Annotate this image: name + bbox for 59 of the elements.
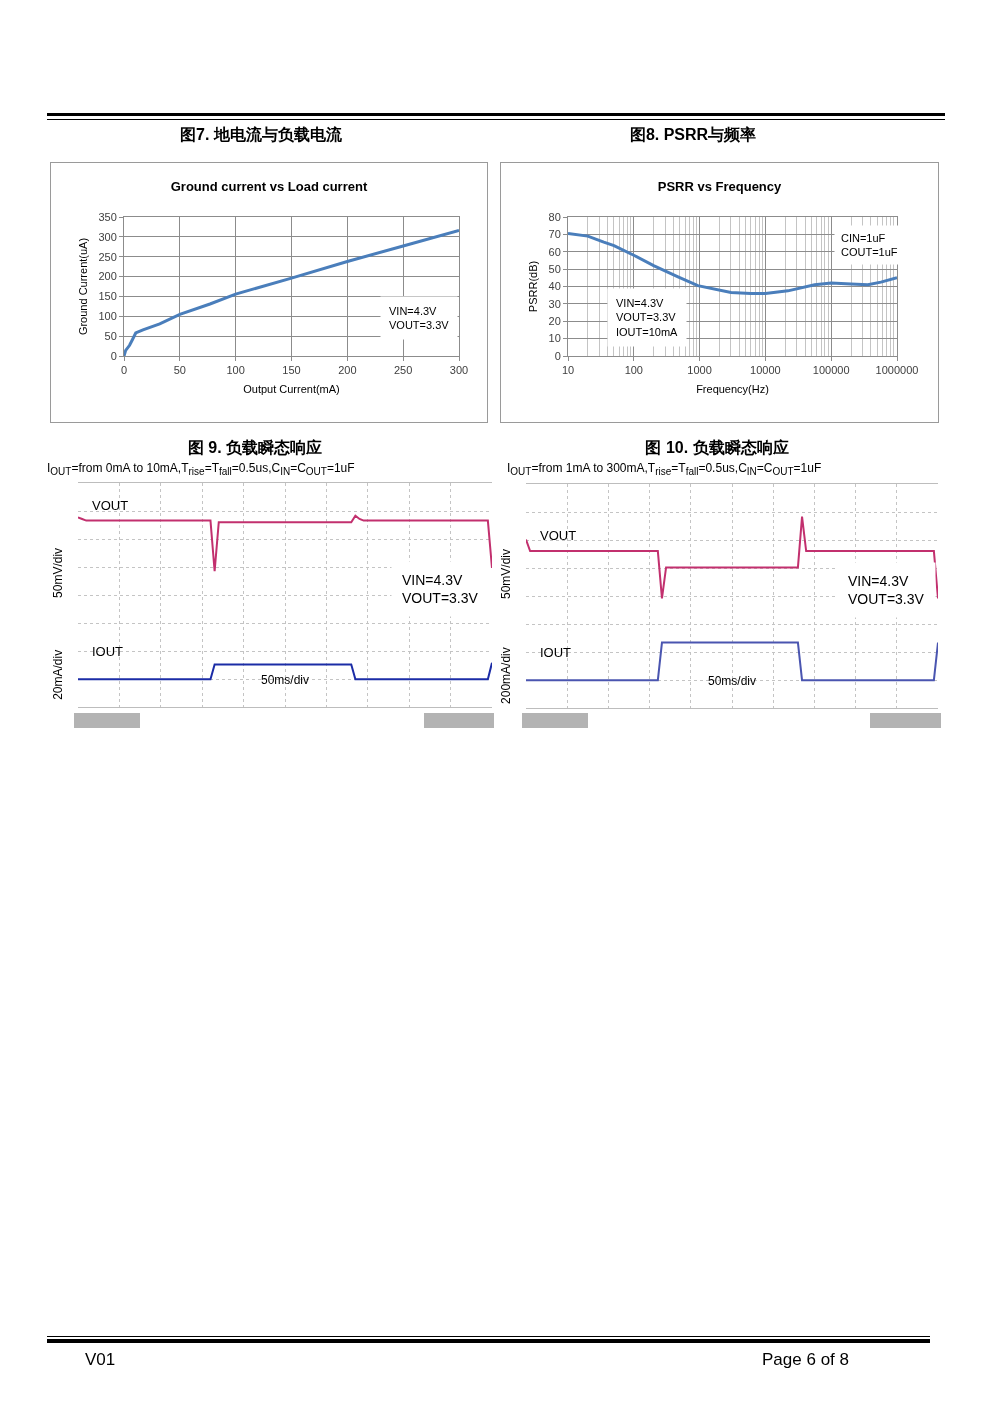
x-tick-label: 250 <box>393 364 413 377</box>
annotation: VIN=4.3V VOUT=3.3V <box>402 572 479 607</box>
y-tick-label: 50 <box>548 262 561 275</box>
y-tick-label: 60 <box>548 245 561 258</box>
y-tick-label: 0 <box>554 349 561 362</box>
text: 200mA/div <box>498 647 513 704</box>
series-label: VOUT <box>540 528 577 543</box>
y-tick-label: 150 <box>98 290 117 303</box>
annotation: VIN=4.3V VOUT=3.3V <box>389 305 450 332</box>
annotation: 50ms/div <box>261 673 310 687</box>
chart-title: 图 10. 负载瞬态响应 <box>645 439 789 457</box>
series-label: IOUT <box>92 644 124 659</box>
y-tick-label: 350 <box>98 210 117 223</box>
x-tick-label: 0 <box>120 364 128 377</box>
text: I$_{OUT}$=from 0mA to 10mA,T$_{rise}$=T$_{fall}$=0.5us,C$_{IN}$=C$_{OUT}$=1uF <box>47 461 355 478</box>
y-tick-label: 0 <box>110 349 117 362</box>
x-tick-label: 10000 <box>750 364 781 377</box>
y-tick-label: 80 <box>548 210 561 223</box>
y-tick-label: 20 <box>548 315 561 328</box>
x-tick-label: 200 <box>338 364 357 377</box>
chart-title: 图8. PSRR与频率 <box>629 126 757 144</box>
x-tick-label: 100000 <box>812 364 850 377</box>
y-tick-label: 40 <box>548 280 561 293</box>
y-tick-label: 100 <box>98 310 117 323</box>
y-tick-label: 10 <box>548 332 561 345</box>
text: Page 6 of 8 <box>762 1350 849 1371</box>
annotation: CIN=1uF COUT=1uF <box>841 232 898 259</box>
series-label: VOUT <box>92 498 129 513</box>
chart-subtitle: PSRR vs Frequency <box>657 178 783 194</box>
text: I$_{OUT}$=from 1mA to 300mA,T$_{rise}$=T$_{fall}$=0.5us,C$_{IN}$=C$_{OUT}$=1uF <box>507 461 822 478</box>
chart-subtitle: Ground current vs Load current <box>170 178 368 194</box>
y-tick-label: 30 <box>548 297 561 310</box>
text: 50mV/div <box>498 548 513 599</box>
chart-title: 图 9. 负载瞬态响应 <box>187 439 323 457</box>
x-tick-label: 1000 <box>687 364 712 377</box>
x-tick-label: 300 <box>449 364 469 377</box>
text: 50mV/div <box>50 547 65 598</box>
x-tick-label: 100 <box>226 364 245 377</box>
x-tick-label: 1000000 <box>875 364 919 377</box>
y-axis-title: PSRR(dB) <box>527 260 540 313</box>
y-axis-title: Ground Current(uA) <box>77 237 90 336</box>
annotation: 50ms/div <box>708 674 757 688</box>
x-tick-label: 100 <box>624 364 643 377</box>
y-tick-label: 70 <box>548 228 561 241</box>
annotation: VIN=4.3V VOUT=3.3V IOUT=10mA <box>616 297 679 338</box>
chart-title: 图7. 地电流与负载电流 <box>180 126 342 144</box>
y-tick-label: 300 <box>98 230 117 243</box>
series-label: IOUT <box>540 645 572 660</box>
text: V01 <box>85 1350 116 1371</box>
x-tick-label: 10 <box>561 364 575 377</box>
x-tick-label: 150 <box>282 364 301 377</box>
text: 20mA/div <box>50 649 65 700</box>
y-tick-label: 50 <box>104 329 117 342</box>
x-tick-label: 50 <box>173 364 186 377</box>
annotation: VIN=4.3V VOUT=3.3V <box>848 573 925 608</box>
x-axis-title: Output Current(mA) <box>243 383 340 396</box>
x-axis-title: Frequency(Hz) <box>696 383 769 396</box>
y-tick-label: 200 <box>98 270 117 283</box>
y-tick-label: 250 <box>98 250 117 263</box>
